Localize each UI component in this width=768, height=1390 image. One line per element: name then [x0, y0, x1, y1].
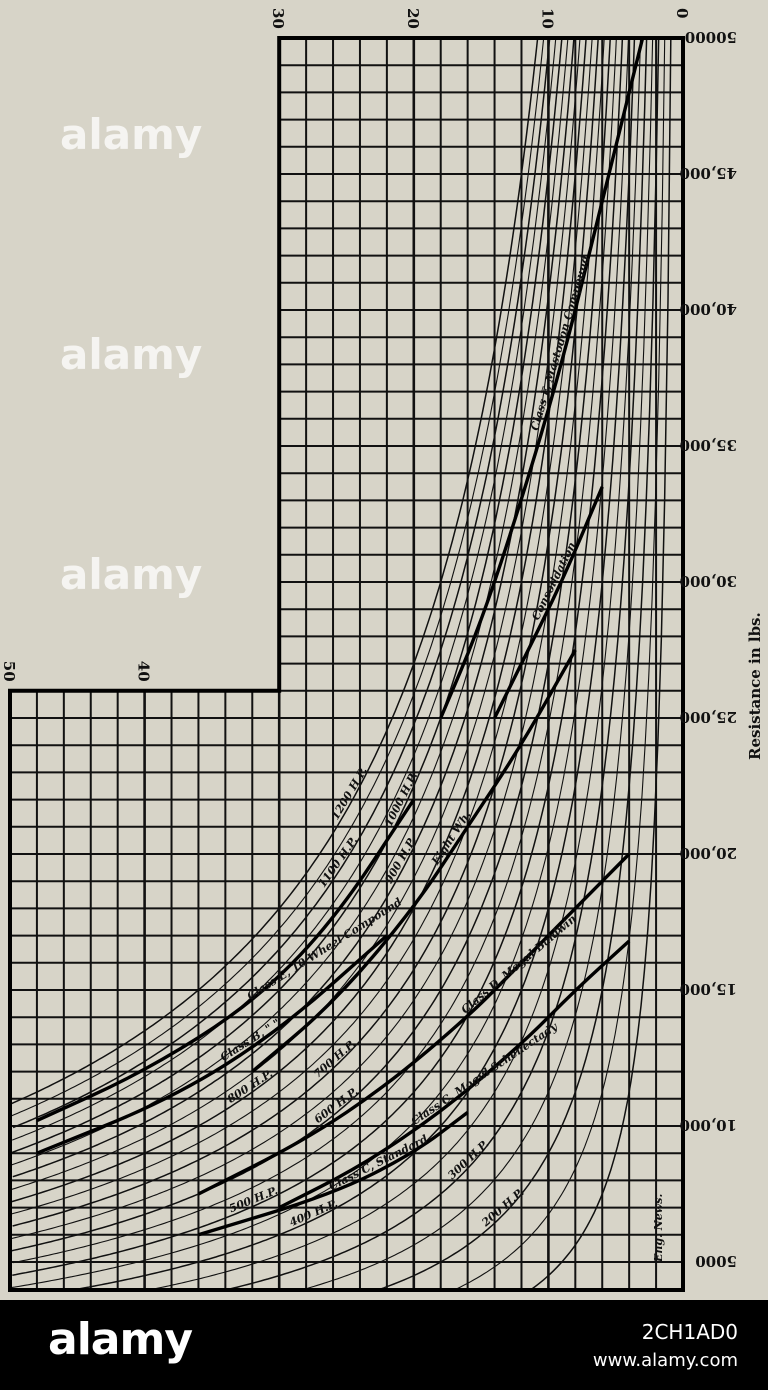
x-tick-label: 30 — [269, 8, 287, 29]
y-tick-label: 40,000 — [680, 300, 737, 318]
y-tick-label: 10,000 — [680, 1116, 737, 1134]
locomotive-curve — [251, 649, 577, 1073]
hp-curve — [12, 38, 649, 1290]
chart-border — [8, 36, 685, 1292]
chart-frame — [8, 36, 685, 1292]
x-tick-label: 40 — [135, 661, 153, 682]
footer-bar: alamy 2CH1AD0 www.alamy.com — [0, 1300, 768, 1390]
site-url: www.alamy.com — [592, 1350, 738, 1371]
locomotive-curve-label: Class D, Mogul Baldwin — [459, 912, 579, 1016]
hp-curves — [10, 38, 673, 1290]
credit-label: Eng. News. — [652, 1194, 665, 1263]
hp-curve — [12, 38, 643, 1290]
hp-curve — [11, 38, 608, 1240]
locomotive-curves — [36, 37, 645, 1237]
hp-curve — [10, 38, 597, 1215]
hp-curve — [12, 38, 556, 1129]
locomotive-curve — [197, 1111, 469, 1237]
hp-curve — [13, 38, 620, 1264]
x-tick-label: 20 — [404, 8, 422, 29]
watermark: alamy — [60, 330, 203, 379]
watermark: alamy — [60, 550, 203, 599]
locomotive-curve — [36, 934, 389, 1155]
hp-curve — [10, 38, 550, 1117]
hp-curve — [12, 38, 603, 1227]
y-tick-label: 30,000 — [680, 572, 737, 590]
hp-curve — [10, 38, 638, 1290]
watermark: alamy — [60, 110, 203, 159]
hp-curve — [12, 38, 562, 1141]
x-tick-label: 0 — [673, 8, 691, 18]
locomotive-curve — [36, 798, 416, 1123]
axis-ticks: 5000 10,000 15,000 20,000 25,000 30,000 35,000… — [0, 8, 737, 1270]
hp-curve — [11, 38, 632, 1289]
image-id: 2CH1AD0 — [641, 1320, 738, 1344]
locomotive-curve — [278, 939, 631, 1210]
locomotive-curve — [197, 852, 631, 1196]
y-tick-label: 20,000 — [680, 844, 737, 862]
hp-curve — [10, 38, 591, 1203]
y-axis-label: Resistance in lbs. — [746, 612, 764, 760]
hp-curve-label: 500 H.P. — [227, 1184, 280, 1215]
x-tick-label: 50 — [0, 661, 18, 682]
y-tick-label: 45,000 — [680, 164, 737, 182]
hp-curve — [10, 38, 614, 1252]
alamy-logo: alamy — [48, 1314, 193, 1365]
hp-curve — [10, 38, 661, 1290]
y-tick-label: 25,000 — [680, 708, 737, 726]
resistance-chart: 5000 10,000 15,000 20,000 25,000 30,000 35,000… — [0, 8, 764, 1292]
hp-curve — [12, 38, 626, 1276]
hp-curve — [11, 38, 544, 1105]
y-tick-label: 5000 — [695, 1252, 737, 1270]
locomotive-curve — [493, 486, 604, 719]
hp-curve — [11, 38, 673, 1290]
locomotive-curve — [439, 37, 645, 719]
hp-curve — [11, 38, 568, 1154]
x-tick-label: 10 — [538, 8, 556, 29]
hp-curve — [11, 38, 655, 1290]
y-tick-label: 35,000 — [680, 436, 737, 454]
y-tick-label: 15,000 — [680, 980, 737, 998]
hp-curve — [12, 38, 667, 1290]
locomotive-curve-label: Class C, Mogul Schenectady — [409, 1019, 561, 1128]
curve-labels: Class F, Mastodon CompoundConsolidationE… — [218, 254, 593, 1230]
y-tick-label: 50000 — [685, 28, 737, 46]
